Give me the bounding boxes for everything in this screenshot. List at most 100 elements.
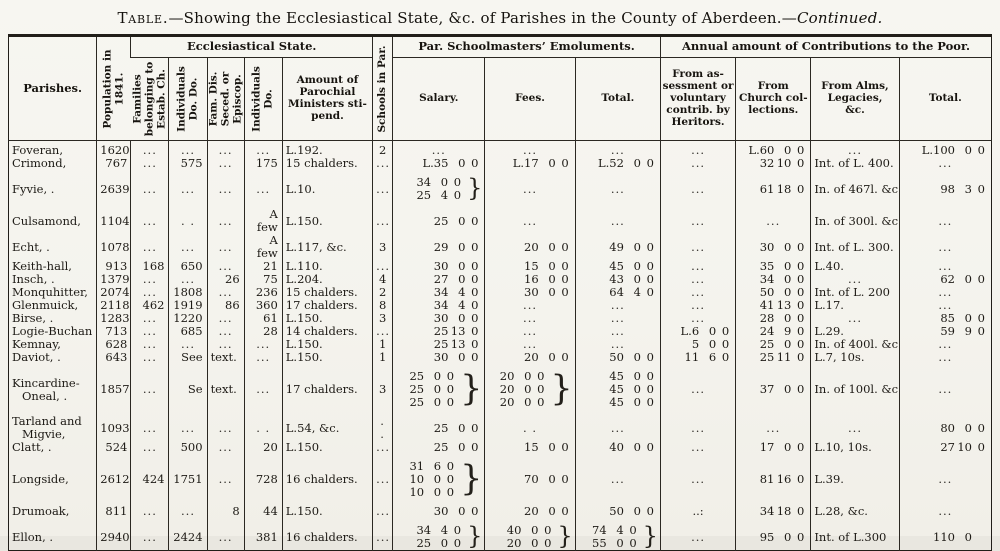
col-header-ministers-stipend: Amount of Parochial Ministers sti- pend. bbox=[281, 57, 373, 141]
cell-dis: ... bbox=[206, 518, 245, 551]
cell-tot: 64 4 0 bbox=[574, 286, 661, 299]
cell-tot: ... bbox=[574, 312, 661, 325]
cell-salary: 34 4 0 bbox=[392, 299, 485, 312]
cell-name: Keith-hall, bbox=[12, 260, 72, 273]
cell-ind2: 28 bbox=[243, 325, 283, 338]
cell-ind2: 61 bbox=[243, 312, 283, 325]
cell-ind2: 44 bbox=[243, 499, 283, 518]
cell-schools: ... bbox=[372, 325, 393, 338]
cell-alms: In. of 100l. &c bbox=[810, 364, 900, 409]
cell-totp: ... bbox=[898, 286, 992, 299]
cell-stipend: L.117, &c. bbox=[281, 234, 373, 260]
cell-fam: ... bbox=[130, 518, 169, 551]
cell-tot: ... bbox=[574, 202, 661, 234]
cell-her: ... bbox=[659, 140, 736, 157]
title-text: —Showing the Ecclesiastical State, &c. o… bbox=[168, 9, 797, 27]
cell-ind2: 75 bbox=[243, 273, 283, 286]
cell-ind2: A few bbox=[243, 234, 283, 260]
col-header-individuals-do-do: Individuals Do. Do. bbox=[168, 57, 208, 141]
cell-name: Drumoak, bbox=[12, 504, 70, 518]
cell-dis: ... bbox=[206, 234, 245, 260]
cell-alms: Int. of L. 300. bbox=[810, 234, 900, 260]
table-row: Insch, . 1379...... 26 75 L.204. 4 27 0 0 16 0 0 43 0… bbox=[9, 273, 992, 286]
col-header-heritors-assessment: From as- sessment or voluntary contrib. … bbox=[659, 57, 736, 141]
cell-church: 32 10 0 bbox=[735, 157, 811, 170]
title-prefix: Table. bbox=[117, 9, 169, 27]
cell-fees: 20 0 0 20 0 0 20 0 0} bbox=[484, 364, 576, 409]
table-header: Parishes. Population in 1841. Ecclesiast… bbox=[8, 35, 992, 141]
cell-ind2: 21 bbox=[243, 260, 283, 273]
table-row: Daviot, . 643... See text.... L.150. 1 30 0 0 20 0… bbox=[9, 351, 992, 364]
cell-fees: ... bbox=[484, 140, 576, 157]
cell-church: 25 11 0 bbox=[735, 351, 811, 364]
cell-stipend: L.110. bbox=[281, 260, 373, 273]
cell-stipend: L.10. bbox=[281, 170, 373, 202]
cell-pop: 811 bbox=[96, 499, 131, 518]
cell-schools: ... bbox=[372, 170, 393, 202]
cell-salary: 25 0 0 bbox=[392, 409, 485, 441]
cell-tot: 49 0 0 bbox=[574, 234, 661, 260]
cell-name: Longside, bbox=[12, 472, 69, 486]
cell-dis: ... bbox=[206, 286, 245, 299]
cell-fam: ... bbox=[130, 325, 169, 338]
cell-salary: 30 0 0 bbox=[392, 312, 485, 325]
cell-schools: ... bbox=[372, 518, 393, 551]
cell-alms: In. of 300l. &c bbox=[810, 202, 900, 234]
cell-church: 34 0 0 bbox=[735, 273, 811, 286]
cell-ind: ... bbox=[168, 234, 208, 260]
cell-tot: ... bbox=[574, 338, 661, 351]
cell-her: ... bbox=[659, 286, 736, 299]
cell-schools: 4 bbox=[372, 273, 393, 286]
table-row: Crimond, 767... 575... 175 15 chalders.... L.… bbox=[9, 157, 992, 170]
cell-salary: L.35 0 0 bbox=[392, 157, 485, 170]
cell-name: Glenmuick, bbox=[12, 299, 79, 312]
cell-alms: L.39. bbox=[810, 454, 900, 499]
cell-church: 41 13 0 bbox=[735, 299, 811, 312]
col-header-parishes: Parishes. bbox=[8, 35, 97, 141]
group-header-contributions-to-poor: Annual amount of Contributions to the Po… bbox=[659, 35, 992, 58]
parish-statistics-table: Parishes. Population in 1841. Ecclesiast… bbox=[8, 34, 992, 551]
cell-pop: 1620 bbox=[96, 140, 131, 157]
table-row: Birse, . 1283... 1220... 61 L.150. 3 30 0 0.....… bbox=[9, 312, 992, 325]
cell-salary: 25 13 0 bbox=[392, 325, 485, 338]
cell-totp: ... bbox=[898, 499, 992, 518]
cell-alms: L.7, 10s. bbox=[810, 351, 900, 364]
cell-pop: 1104 bbox=[96, 202, 131, 234]
cell-her: L.6 0 0 bbox=[659, 325, 736, 338]
cell-pop: 1283 bbox=[96, 312, 131, 325]
table-row: Foveran, 1620............ L.192. 2.........… bbox=[9, 140, 992, 157]
cell-name: Echt, . bbox=[12, 239, 50, 254]
cell-fees: ... bbox=[484, 338, 576, 351]
cell-church: ... bbox=[735, 409, 811, 441]
cell-totp: 62 0 0 bbox=[898, 273, 992, 286]
cell-ind2: 175 bbox=[243, 157, 283, 170]
cell-name: Monquhitter, bbox=[12, 286, 88, 299]
cell-fees: 20 0 0 bbox=[484, 234, 576, 260]
table-row: Glenmuick, 2118 462 1919 86 360 17 chalders. 8 3… bbox=[9, 299, 992, 312]
col-header-families-dissenting: Fam. Dis. Seced. or Episcop. bbox=[206, 57, 245, 141]
cell-stipend: L.54, &c. bbox=[281, 409, 373, 441]
cell-fees: 15 0 0 bbox=[484, 441, 576, 454]
cell-fees: L.17 0 0 bbox=[484, 157, 576, 170]
cell-ind: See bbox=[168, 351, 208, 364]
cell-stipend: L.192. bbox=[281, 140, 373, 157]
cell-church: 30 0 0 bbox=[735, 234, 811, 260]
cell-fees: ... bbox=[484, 202, 576, 234]
cell-schools: ... bbox=[372, 260, 393, 273]
cell-name: Logie-Buchan bbox=[12, 325, 93, 338]
cell-alms: L.17. bbox=[810, 299, 900, 312]
cell-ind: ... bbox=[168, 273, 208, 286]
cell-totp: ... bbox=[898, 234, 992, 260]
cell-her: ... bbox=[659, 409, 736, 441]
cell-fees: . . bbox=[484, 409, 576, 441]
cell-pop: 767 bbox=[96, 157, 131, 170]
cell-ind: ... bbox=[168, 170, 208, 202]
cell-totp: 80 0 0 bbox=[898, 409, 992, 441]
title-continued: Continued. bbox=[796, 9, 883, 27]
cell-schools: 1 bbox=[372, 338, 393, 351]
cell-pop: 1857 bbox=[96, 364, 131, 409]
cell-tot: 45 0 0 45 0 0 45 0 0 bbox=[574, 364, 661, 409]
cell-alms: Int. of L.300 bbox=[810, 518, 900, 551]
table-row: Logie-Buchan 713... 685... 28 14 chalders...… bbox=[9, 325, 992, 338]
cell-pop: 524 bbox=[96, 441, 131, 454]
